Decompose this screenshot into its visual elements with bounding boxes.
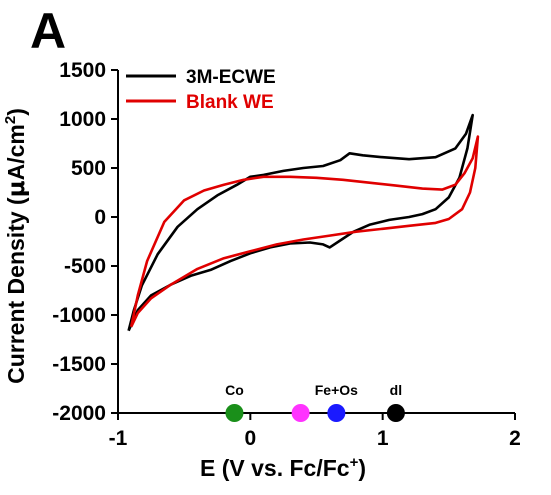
y-tick-label: 500 bbox=[71, 157, 106, 180]
y-axis-title-sup: 2 bbox=[2, 116, 19, 124]
markers-layer: Co Fe+Os dl bbox=[225, 382, 405, 422]
x-axis-title: E (V vs. Fc/Fc+) bbox=[200, 454, 366, 481]
potential-marker-label-3: dl bbox=[390, 382, 402, 398]
x-axis-title-main: E (V vs. Fc/Fc bbox=[200, 455, 350, 481]
potential-marker-3 bbox=[386, 404, 405, 422]
y-tick-label: -1000 bbox=[52, 304, 106, 327]
y-axis-title: Current Density (μA/cm2) bbox=[2, 108, 30, 384]
y-tick-label: 1500 bbox=[59, 59, 106, 82]
y-axis-title-unit: A/cm bbox=[3, 124, 29, 180]
potential-marker-1 bbox=[291, 404, 310, 422]
potential-marker-label-2: Fe+Os bbox=[315, 382, 358, 398]
x-tick-label: -1 bbox=[109, 427, 128, 450]
panel-label: A bbox=[30, 3, 66, 59]
x-axis: -1 0 1 2 bbox=[109, 412, 521, 450]
y-tick-label: -2000 bbox=[52, 402, 106, 425]
potential-marker-label-0: Co bbox=[225, 382, 244, 398]
x-axis-title-tail: ) bbox=[358, 455, 366, 481]
legend-label-blank-we: Blank WE bbox=[186, 92, 274, 113]
series-line-3m-ecwe bbox=[127, 113, 474, 332]
x-tick-label: 0 bbox=[244, 427, 256, 450]
y-axis-title-mu: μ bbox=[4, 180, 30, 197]
x-tick-label: 1 bbox=[377, 427, 389, 450]
y-tick-label: 0 bbox=[94, 206, 106, 229]
x-axis-title-sup: + bbox=[350, 454, 359, 471]
y-axis: 1500 1000 500 0 -500 -1000 -1500 -2000 bbox=[52, 59, 119, 425]
y-axis-title-main: Current Density ( bbox=[3, 197, 29, 384]
legend: 3M-ECWE Blank WE bbox=[126, 67, 276, 113]
potential-marker-2 bbox=[327, 404, 346, 422]
series-line-blank-we bbox=[129, 135, 480, 328]
y-axis-title-tail: ) bbox=[3, 108, 29, 116]
potential-marker-0 bbox=[225, 404, 244, 422]
y-tick-label: 1000 bbox=[59, 108, 106, 131]
legend-label-3m-ecwe: 3M-ECWE bbox=[186, 67, 276, 88]
y-tick-label: -1500 bbox=[52, 353, 106, 376]
series-layer bbox=[127, 113, 480, 332]
x-tick-label: 2 bbox=[509, 427, 521, 450]
y-tick-label: -500 bbox=[64, 255, 106, 278]
